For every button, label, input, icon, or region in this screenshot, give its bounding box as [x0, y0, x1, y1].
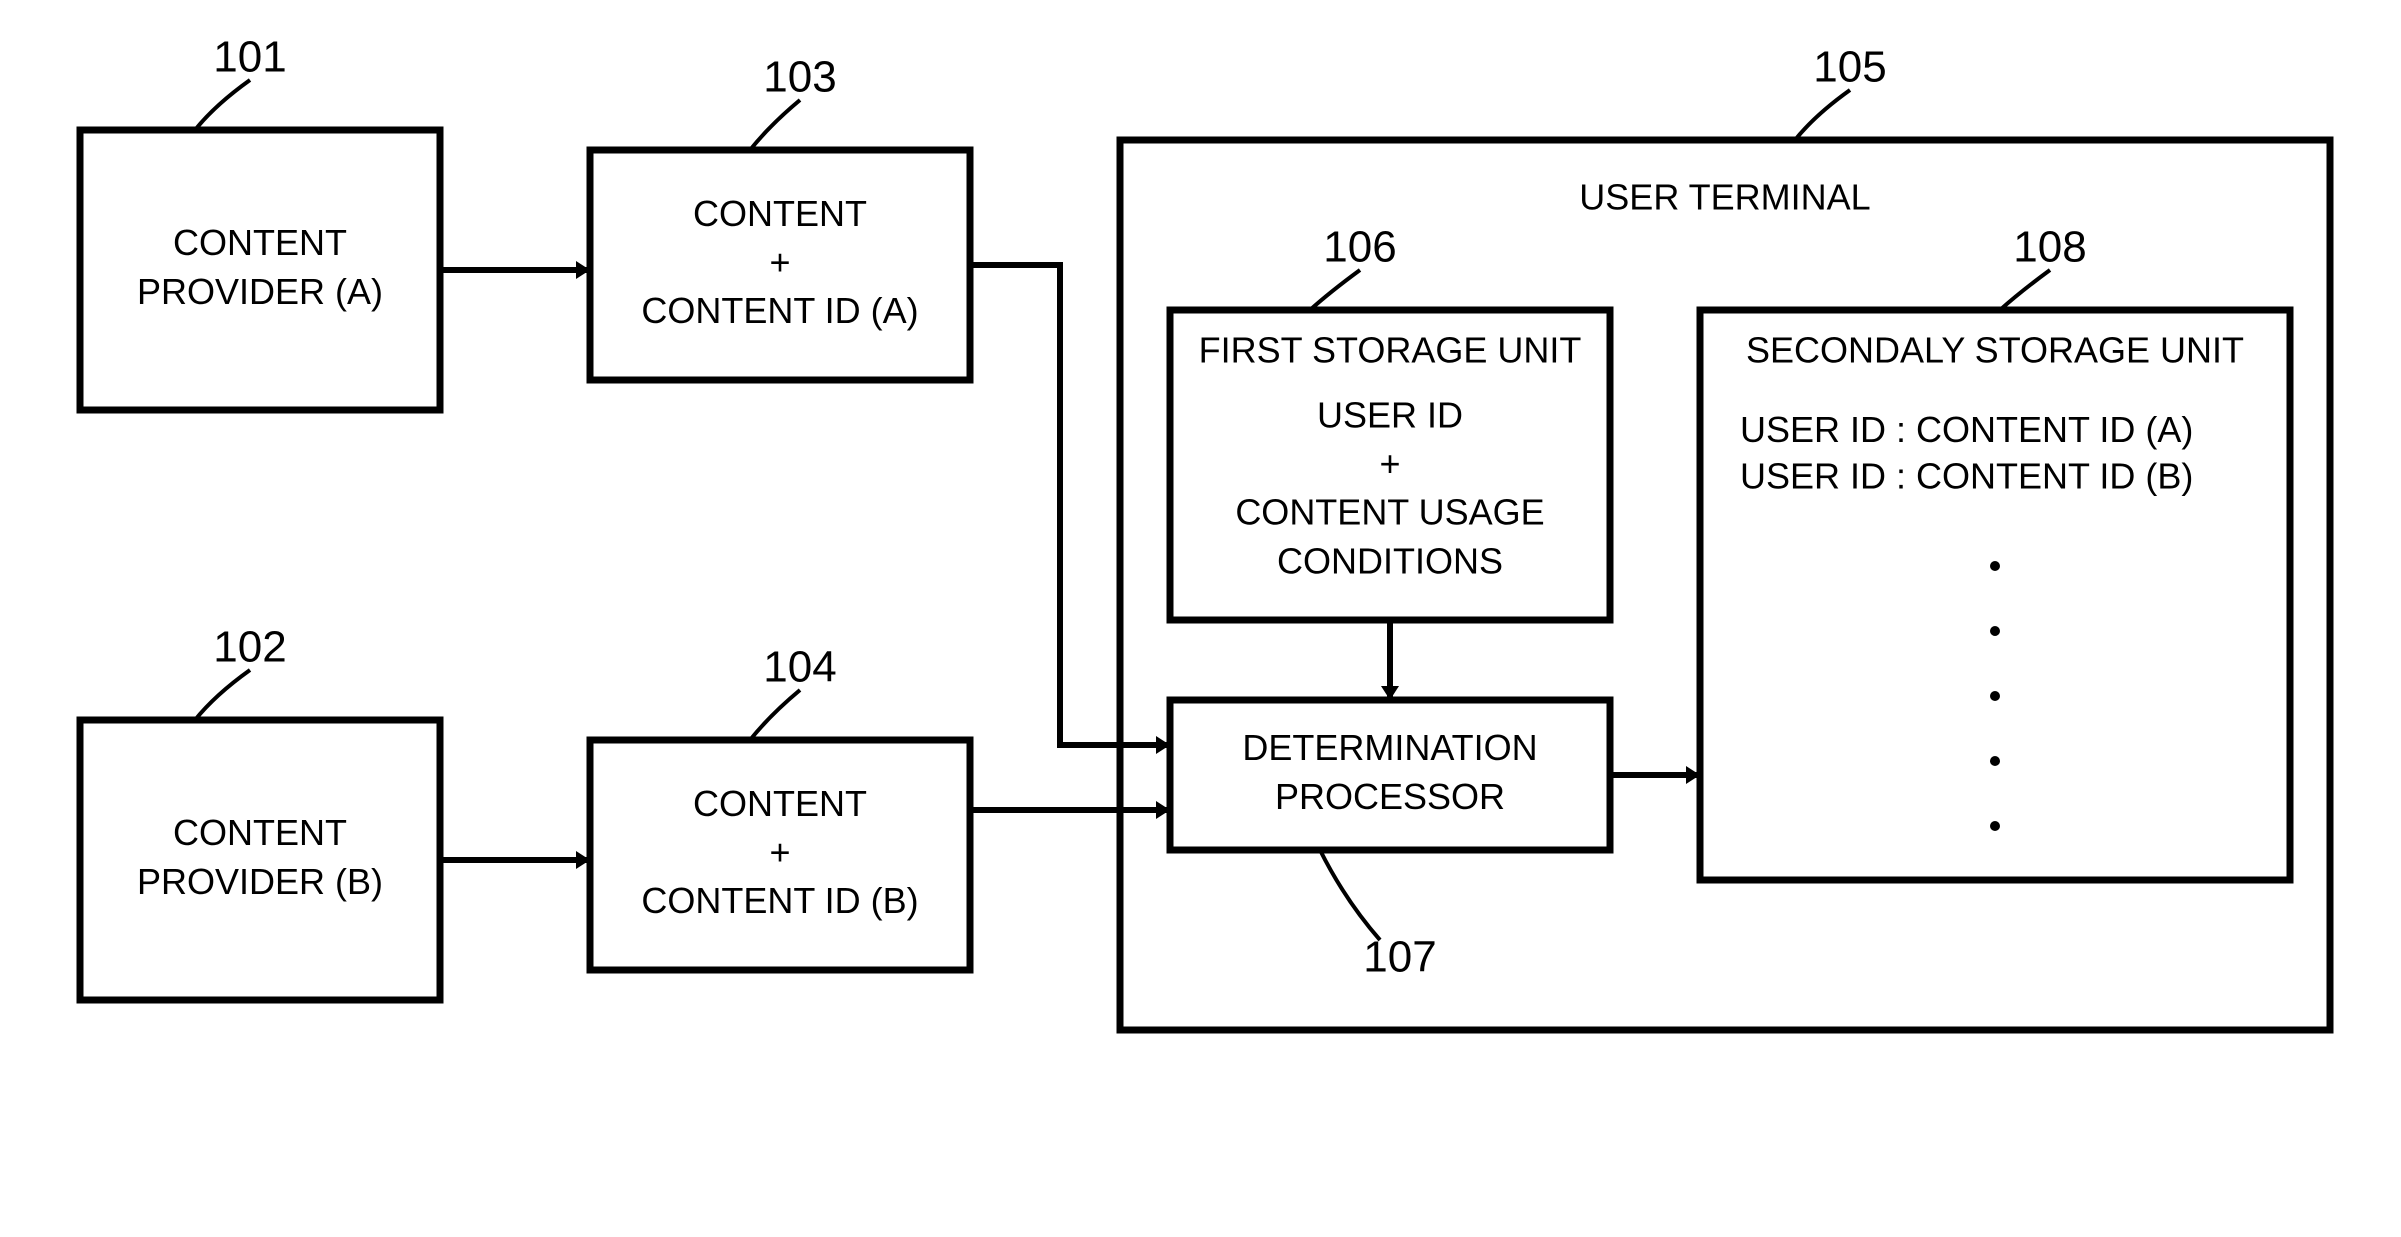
n107-line-1: PROCESSOR	[1275, 776, 1505, 817]
n108-line-1: USER ID : CONTENT ID (B)	[1740, 456, 2193, 497]
n103-line-0: CONTENT	[693, 193, 867, 234]
n104-line-2: CONTENT ID (B)	[641, 880, 918, 921]
n108-line-0: USER ID : CONTENT ID (A)	[1740, 409, 2193, 450]
n103-line-2: CONTENT ID (A)	[641, 290, 918, 331]
n101-lead	[195, 80, 250, 130]
n103-line-1: +	[769, 242, 790, 283]
n108-dot-2	[1990, 691, 2000, 701]
n104-line-1: +	[769, 832, 790, 873]
n106-line-3: CONDITIONS	[1277, 540, 1503, 581]
n106-line-1: +	[1379, 443, 1400, 484]
n104-line-0: CONTENT	[693, 783, 867, 824]
n101-line-0: CONTENT	[173, 222, 347, 263]
n105-lead	[1795, 90, 1850, 140]
n106-line-2: CONTENT USAGE	[1235, 492, 1544, 533]
n102-line-1: PROVIDER (B)	[137, 861, 383, 902]
n102-ref: 102	[213, 623, 286, 672]
n103-ref: 103	[763, 53, 836, 102]
n107-ref: 107	[1363, 933, 1436, 982]
n108-ref: 108	[2013, 223, 2086, 272]
n102-lead	[195, 670, 250, 720]
n106-title: FIRST STORAGE UNIT	[1199, 330, 1582, 371]
n104-lead	[750, 690, 800, 740]
n103-lead	[750, 100, 800, 150]
user-terminal-title: USER TERMINAL	[1579, 177, 1870, 218]
n101-line-1: PROVIDER (A)	[137, 271, 383, 312]
n106-ref: 106	[1323, 223, 1396, 272]
n108-dot-4	[1990, 821, 2000, 831]
n104-ref: 104	[763, 643, 836, 692]
block-diagram: CONTENT PROVIDER (A) 101 CONTENT PROVIDER (B…	[0, 0, 2401, 1237]
n106-line-0: USER ID	[1317, 395, 1463, 436]
n107-line-0: DETERMINATION	[1242, 727, 1537, 768]
n108-title: SECONDALY STORAGE UNIT	[1746, 330, 2244, 371]
n105-ref: 105	[1813, 43, 1886, 92]
n101-ref: 101	[213, 33, 286, 82]
n102-line-0: CONTENT	[173, 812, 347, 853]
n108	[1700, 310, 2290, 880]
n108-dot-1	[1990, 626, 2000, 636]
n108-dot-0	[1990, 561, 2000, 571]
n108-dot-3	[1990, 756, 2000, 766]
